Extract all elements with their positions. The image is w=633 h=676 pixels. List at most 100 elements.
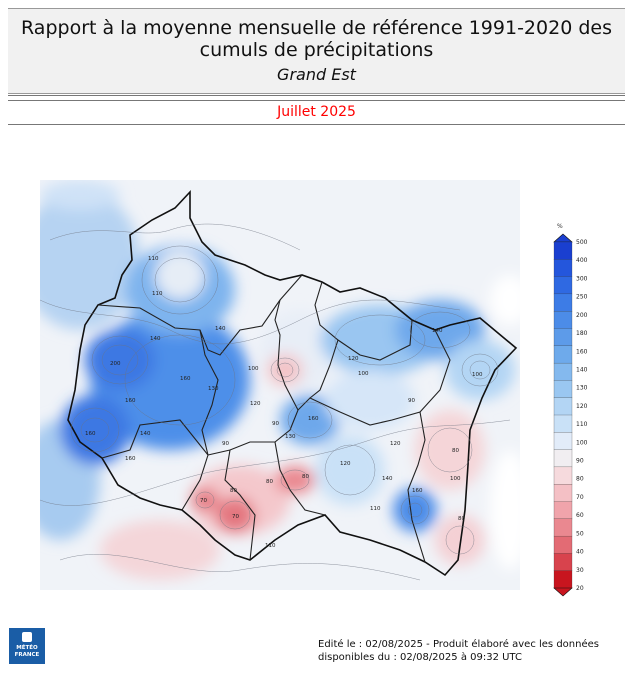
legend-color-bar — [553, 484, 573, 502]
contour-label: 130 — [208, 386, 219, 392]
legend-label: 20 — [576, 585, 584, 592]
divider-bottom — [8, 124, 625, 125]
logo-line1: MÉTÉO — [16, 645, 38, 651]
region-name: Grand Est — [277, 65, 356, 84]
contour-label: 140 — [382, 476, 393, 482]
legend-color-bar — [553, 276, 573, 295]
contour-label: 80 — [458, 516, 465, 522]
legend-color-bar — [553, 449, 573, 468]
edition-line2: disponibles du : 02/08/2025 à 09:32 UTC — [318, 652, 522, 663]
color-scale-legend: % 500 400 300 250 200 180 160 140 130 120 110 100 90… — [553, 223, 588, 597]
legend-unit: % — [557, 223, 563, 230]
map-title-line2: cumuls de précipitations — [199, 39, 434, 61]
edition-footer: Edité le : 02/08/2025 - Produit élaboré … — [318, 638, 628, 664]
precipitation-field — [40, 180, 520, 580]
contour-label: 160 — [412, 488, 423, 494]
legend-label: 160 — [576, 348, 588, 355]
contour-label: 110 — [152, 291, 163, 297]
contour-label: 110 — [148, 256, 159, 262]
legend-label: 200 — [576, 312, 588, 319]
divider-top — [8, 95, 625, 96]
legend-label: 100 — [576, 439, 588, 446]
contour-label: 160 — [308, 416, 319, 422]
contour-label: 90 — [272, 421, 279, 427]
legend-color-bar — [553, 259, 573, 277]
contour-label: 120 — [250, 401, 261, 407]
legend-label: 500 — [576, 239, 588, 246]
contour-label: 110 — [370, 506, 381, 512]
legend-label: 400 — [576, 257, 588, 264]
legend-color-bar — [553, 432, 573, 450]
legend-label: 110 — [576, 421, 588, 428]
department-borders — [97, 274, 451, 563]
legend-label: 30 — [576, 567, 584, 574]
legend-label: 50 — [576, 530, 584, 537]
contour-label: 160 — [125, 398, 136, 404]
legend-color-bar — [553, 414, 573, 433]
logo-symbol — [22, 632, 32, 642]
contour-label: 120 — [390, 441, 401, 447]
legend-label: 140 — [576, 366, 588, 373]
contour-label: 70 — [200, 498, 207, 504]
contour-label: 70 — [232, 514, 239, 520]
legend-color-bar — [553, 501, 573, 520]
region-border — [67, 189, 518, 577]
legend-label: 70 — [576, 494, 584, 501]
contour-label: 160 — [180, 376, 191, 382]
contour-label: 100 — [248, 366, 259, 372]
contour-label: 130 — [285, 434, 296, 440]
contour-label: 200 — [110, 361, 121, 367]
legend-top-arrow — [553, 233, 573, 243]
contour-label: 100 — [450, 476, 461, 482]
contour-label: 140 — [140, 431, 151, 437]
legend-label: 90 — [576, 458, 584, 465]
contour-label: 140 — [150, 336, 161, 342]
legend-color-bar — [553, 380, 573, 399]
legend-label: 180 — [576, 330, 588, 337]
legend-color-bar — [553, 466, 573, 485]
logo-line2: FRANCE — [14, 652, 40, 658]
contour-label: 90 — [222, 441, 229, 447]
contour-label: 80 — [302, 474, 309, 480]
contour-label: 80 — [230, 488, 237, 494]
contour-label: 120 — [340, 461, 351, 467]
contour-label: 140 — [432, 328, 443, 334]
legend-color-bar — [553, 518, 573, 537]
header-panel: Rapport à la moyenne mensuelle de référe… — [8, 8, 625, 94]
contour-label: 100 — [472, 372, 483, 378]
legend-label: 130 — [576, 385, 588, 392]
legend-color-bar — [553, 293, 573, 312]
precipitation-ratio-map: 110 110 140 140 160 200 160 160 140 130 … — [40, 180, 520, 590]
legend-color-bar — [553, 328, 573, 347]
legend-color-bar — [553, 241, 573, 260]
contour-label: 110 — [265, 543, 276, 549]
legend-label: 120 — [576, 403, 588, 410]
legend-color-bars — [553, 241, 573, 589]
contour-label: 160 — [125, 456, 136, 462]
legend-color-bar — [553, 311, 573, 329]
contour-label: 80 — [266, 479, 273, 485]
period-label: Juillet 2025 — [277, 104, 356, 120]
contour-label: 90 — [408, 398, 415, 404]
divider-mid — [8, 100, 625, 101]
map-title-line1: Rapport à la moyenne mensuelle de référe… — [21, 17, 612, 39]
legend-bottom-arrow — [553, 587, 573, 597]
legend-color-bar — [553, 570, 573, 589]
legend-label: 60 — [576, 512, 584, 519]
meteo-france-logo: MÉTÉO FRANCE — [9, 628, 45, 664]
legend-label: 40 — [576, 549, 584, 556]
legend-label: 80 — [576, 476, 584, 483]
legend-label: 300 — [576, 275, 588, 282]
contour-lines — [40, 223, 511, 581]
legend-color-bar — [553, 397, 573, 416]
edition-line1: Edité le : 02/08/2025 - Produit élaboré … — [318, 639, 599, 650]
legend-color-bar — [553, 345, 573, 364]
contour-labels: 110 110 140 140 160 200 160 160 140 130 … — [85, 256, 483, 549]
contour-label: 120 — [348, 356, 359, 362]
contour-label: 160 — [85, 431, 96, 437]
contour-label: 140 — [215, 326, 226, 332]
legend-label: 250 — [576, 294, 588, 301]
map-title: Rapport à la moyenne mensuelle de référe… — [8, 17, 625, 61]
legend-color-bar — [553, 535, 573, 554]
legend-color-bar — [553, 553, 573, 572]
